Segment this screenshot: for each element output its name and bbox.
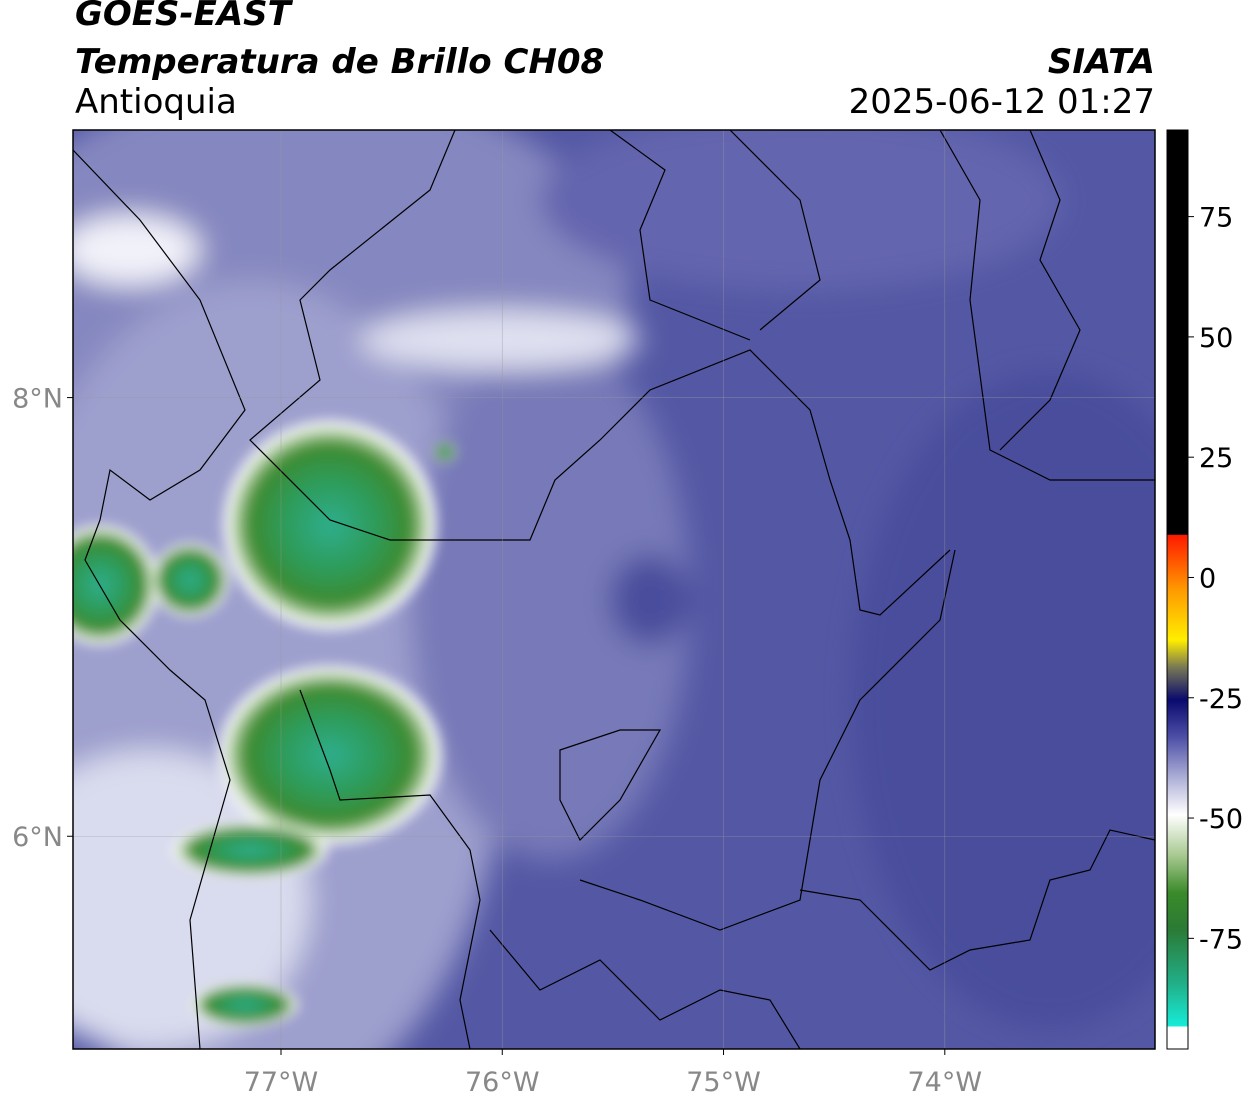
y-tick-label: 6°N xyxy=(12,822,63,853)
subtitle: Temperatura de Brillo CH08 xyxy=(75,42,605,82)
region: Antioquia xyxy=(75,82,237,122)
colorbar-tick-label: 50 xyxy=(1199,323,1233,354)
y-tick-label: 8°N xyxy=(12,384,63,415)
colorbar-tick-label: 25 xyxy=(1199,443,1233,474)
x-tick-label: 75°W xyxy=(686,1067,761,1098)
colorbar-tick-label: -25 xyxy=(1199,684,1243,715)
grid xyxy=(73,130,1155,1049)
source: SIATA xyxy=(1047,42,1155,82)
x-tick-label: 74°W xyxy=(908,1067,983,1098)
title: GOES-EAST xyxy=(75,0,291,34)
colorbar-tick-label: 0 xyxy=(1199,563,1216,594)
satellite-image xyxy=(73,130,1155,1049)
colorbar-tick-label: -50 xyxy=(1199,804,1243,835)
colorbar xyxy=(1166,129,1189,1050)
colorbar-tick-label: 75 xyxy=(1199,203,1233,234)
x-tick-label: 76°W xyxy=(465,1067,540,1098)
colorbar-tick-label: -75 xyxy=(1199,924,1243,955)
datetime: 2025-06-12 01:27 xyxy=(848,82,1155,122)
x-tick-label: 77°W xyxy=(244,1067,319,1098)
map-frame xyxy=(72,129,1156,1050)
